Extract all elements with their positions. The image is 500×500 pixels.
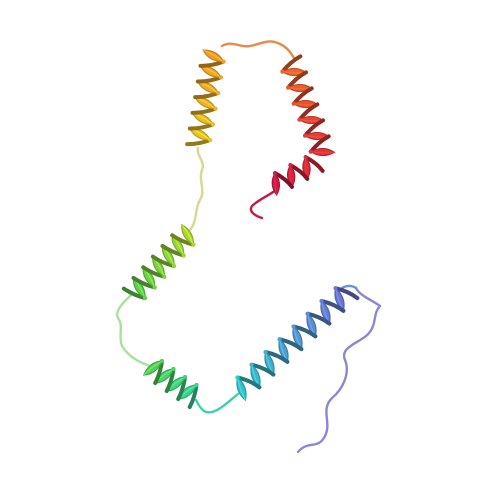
coil-middle-long [188,146,205,232]
helix-crimson [271,155,325,196]
helix-yellow-green-highlight [181,224,194,245]
helix-red-back-turn [303,118,326,138]
helix-blue-back-turn [291,324,318,339]
helix-red-back-turn [308,134,331,154]
helix-red-front-turn [309,147,336,157]
coil-left-long [116,292,152,368]
n-terminal-coil [296,286,382,454]
helix-blue-back-turn [319,298,346,313]
helix-blue-back-turn [249,362,276,377]
helix-yellow-green-front-turn [181,223,194,246]
helix-orange [185,49,226,147]
helix-red-back-turn [286,70,309,90]
helix-teal-green-highlight [143,360,163,376]
helix-crimson-back-turn [288,163,310,181]
helix-red [280,54,336,157]
helix-red-highlight [310,151,335,154]
helix-blue-back-turn [305,311,332,326]
helix-blue-back-turn [263,349,290,364]
helix-blue-back-turn [235,375,262,390]
helix-crimson-back-turn [303,155,325,173]
helix-blue [235,286,360,402]
helix-crimson-back-turn [273,171,294,189]
helix-red-back-turn [280,54,303,74]
coil-top [220,40,296,60]
helix-orange-back-turn [187,122,215,131]
helix-orange-highlight [202,49,224,63]
helix-orange-back-turn [193,91,221,100]
helix-orange-back-turn [198,59,226,68]
coil-teal-green [194,392,240,414]
c-terminal-coil [249,188,278,220]
helix-blue-back-turn [277,337,304,352]
helix-orange-back-turn [190,106,218,115]
helix-orange-back-turn [185,138,213,147]
helix-blue-back-turn [333,286,360,301]
helix-crimson-front-turn [271,172,281,196]
helix-orange-back-turn [195,75,223,84]
helix-yellow-green [121,223,196,301]
helix-blue-highlight [237,377,246,401]
helix-red-back-turn [291,86,314,106]
helix-red-back-turn [297,102,320,122]
helix-teal-green [142,358,199,410]
helix-teal-green-front-turn [142,360,163,376]
